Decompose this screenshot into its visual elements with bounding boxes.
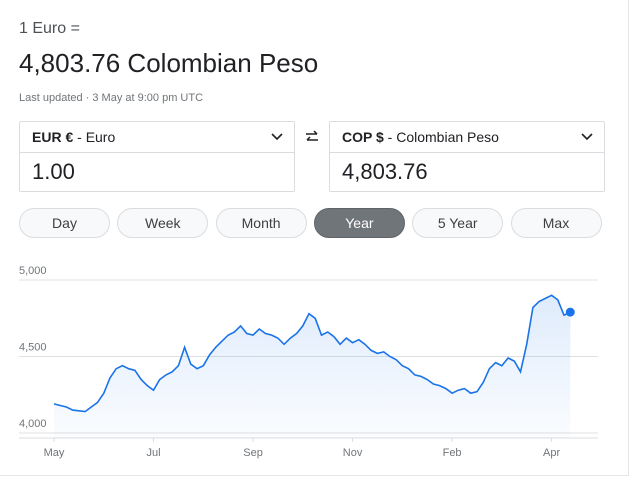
swap-icon[interactable] (304, 128, 320, 146)
to-code: COP $ (342, 129, 384, 145)
chevron (581, 133, 593, 141)
from-amount[interactable]: 1.00 (32, 159, 75, 184)
range-button[interactable]: Max (510, 208, 602, 238)
x-tick-label: Feb (443, 447, 462, 459)
to-amount[interactable]: 4,803.76 (342, 159, 428, 184)
last-updated: Last updated · 3 May at 9:00 pm UTC (19, 92, 204, 104)
header-value: 4,803.76 Colombian Peso (19, 48, 319, 78)
range-button[interactable]: Month (215, 208, 307, 238)
range-button[interactable]: Day (19, 208, 110, 238)
from-box: EUR €Euro 1.00 (19, 121, 295, 192)
y-tick-label: 5,000 (19, 265, 47, 277)
line (53, 294, 571, 413)
from-select[interactable]: EUR €Euro (20, 122, 294, 153)
last-point (565, 307, 575, 317)
to-select[interactable]: COP $Colombian Peso (330, 122, 604, 153)
range-button[interactable]: Week (117, 208, 209, 238)
x-tick-label: May (44, 447, 65, 459)
to-box: COP $Colombian Peso 4,803.76 (329, 121, 605, 192)
header-label: 1 Euro = (19, 20, 80, 37)
converter-card: 1 Euro = 4,803.76 Colombian Peso Last up… (0, 0, 629, 476)
to-name: Colombian Peso (384, 129, 499, 145)
from-code: EUR € (32, 129, 74, 145)
chart: 4,000 4,500 5,000 May Jul Sep Nov Feb Apr (19, 265, 598, 459)
from-name: Euro (73, 129, 115, 145)
chevron (271, 133, 283, 141)
range-button[interactable]: 5 Year (412, 208, 504, 238)
x-tick-label: Nov (343, 447, 363, 459)
x-tick-label: Jul (146, 447, 160, 459)
x-tick-label: Apr (543, 447, 560, 459)
range-button[interactable]: Year (313, 208, 405, 238)
x-tick-label: Sep (243, 447, 263, 459)
area (54, 295, 571, 438)
y-tick-label: 4,500 (19, 341, 47, 353)
y-tick-label: 4,000 (19, 418, 47, 430)
